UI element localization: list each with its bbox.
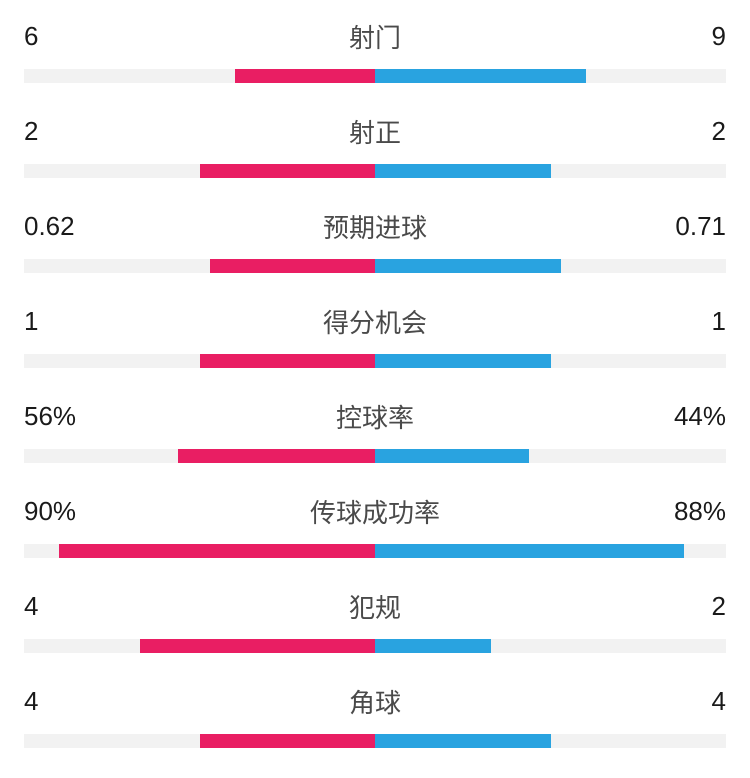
stat-bar — [24, 259, 726, 273]
stat-bar-left-track — [24, 544, 375, 558]
stat-left-value: 4 — [24, 591, 84, 622]
stat-labels: 4 角球 4 — [24, 683, 726, 720]
stat-bar-left-fill — [210, 259, 375, 273]
stat-row: 56% 控球率 44% — [24, 398, 726, 463]
stat-bar — [24, 544, 726, 558]
stat-right-value: 4 — [666, 686, 726, 717]
stat-bar-right-fill — [375, 449, 529, 463]
stat-bar — [24, 69, 726, 83]
stat-row: 6 射门 9 — [24, 18, 726, 83]
stat-row: 2 射正 2 — [24, 113, 726, 178]
stat-bar-right-track — [375, 69, 726, 83]
stat-left-value: 6 — [24, 21, 84, 52]
stat-right-value: 44% — [666, 401, 726, 432]
stat-bar-right-fill — [375, 734, 551, 748]
stat-bar-right-fill — [375, 164, 551, 178]
stat-bar-left-fill — [140, 639, 375, 653]
stat-bar-right-fill — [375, 259, 561, 273]
stat-bar-left-track — [24, 639, 375, 653]
stat-bar-right-fill — [375, 69, 586, 83]
stat-bar — [24, 734, 726, 748]
stat-title: 射门 — [84, 18, 666, 55]
stat-labels: 1 得分机会 1 — [24, 303, 726, 340]
stat-row: 0.62 预期进球 0.71 — [24, 208, 726, 273]
stat-labels: 4 犯规 2 — [24, 588, 726, 625]
stat-bar-right-track — [375, 639, 726, 653]
stat-row: 1 得分机会 1 — [24, 303, 726, 368]
stat-right-value: 1 — [666, 306, 726, 337]
stat-bar-left-fill — [235, 69, 375, 83]
stat-left-value: 90% — [24, 496, 84, 527]
stat-labels: 90% 传球成功率 88% — [24, 493, 726, 530]
stat-title: 传球成功率 — [84, 493, 666, 530]
stat-bar-left-fill — [59, 544, 375, 558]
stat-bar-left-track — [24, 164, 375, 178]
stat-bar-left-track — [24, 69, 375, 83]
stat-bar-right-fill — [375, 639, 491, 653]
stat-bar-right-fill — [375, 354, 551, 368]
stat-bar-left-track — [24, 354, 375, 368]
stat-bar-left-track — [24, 259, 375, 273]
stat-title: 犯规 — [84, 588, 666, 625]
stat-title: 射正 — [84, 113, 666, 150]
stat-right-value: 2 — [666, 116, 726, 147]
stat-right-value: 2 — [666, 591, 726, 622]
stat-left-value: 0.62 — [24, 211, 84, 242]
stat-bar — [24, 164, 726, 178]
stat-title: 预期进球 — [84, 208, 666, 245]
stat-labels: 6 射门 9 — [24, 18, 726, 55]
stat-bar — [24, 639, 726, 653]
stat-bar-left-fill — [200, 354, 376, 368]
stat-row: 4 角球 4 — [24, 683, 726, 748]
stat-title: 控球率 — [84, 398, 666, 435]
stat-left-value: 56% — [24, 401, 84, 432]
stat-title: 角球 — [84, 683, 666, 720]
match-stats-container: 6 射门 9 2 射正 2 0.62 预 — [24, 18, 726, 748]
stat-labels: 2 射正 2 — [24, 113, 726, 150]
stat-bar-right-track — [375, 259, 726, 273]
stat-bar-right-track — [375, 449, 726, 463]
stat-bar-right-track — [375, 164, 726, 178]
stat-bar-left-track — [24, 734, 375, 748]
stat-bar — [24, 354, 726, 368]
stat-bar-right-track — [375, 734, 726, 748]
stat-labels: 56% 控球率 44% — [24, 398, 726, 435]
stat-bar — [24, 449, 726, 463]
stat-labels: 0.62 预期进球 0.71 — [24, 208, 726, 245]
stat-row: 90% 传球成功率 88% — [24, 493, 726, 558]
stat-right-value: 0.71 — [666, 211, 726, 242]
stat-left-value: 1 — [24, 306, 84, 337]
stat-right-value: 88% — [666, 496, 726, 527]
stat-bar-left-fill — [178, 449, 375, 463]
stat-bar-left-track — [24, 449, 375, 463]
stat-title: 得分机会 — [84, 303, 666, 340]
stat-right-value: 9 — [666, 21, 726, 52]
stat-bar-left-fill — [200, 734, 376, 748]
stat-bar-right-track — [375, 354, 726, 368]
stat-left-value: 2 — [24, 116, 84, 147]
stat-bar-right-fill — [375, 544, 684, 558]
stat-row: 4 犯规 2 — [24, 588, 726, 653]
stat-bar-right-track — [375, 544, 726, 558]
stat-left-value: 4 — [24, 686, 84, 717]
stat-bar-left-fill — [200, 164, 376, 178]
